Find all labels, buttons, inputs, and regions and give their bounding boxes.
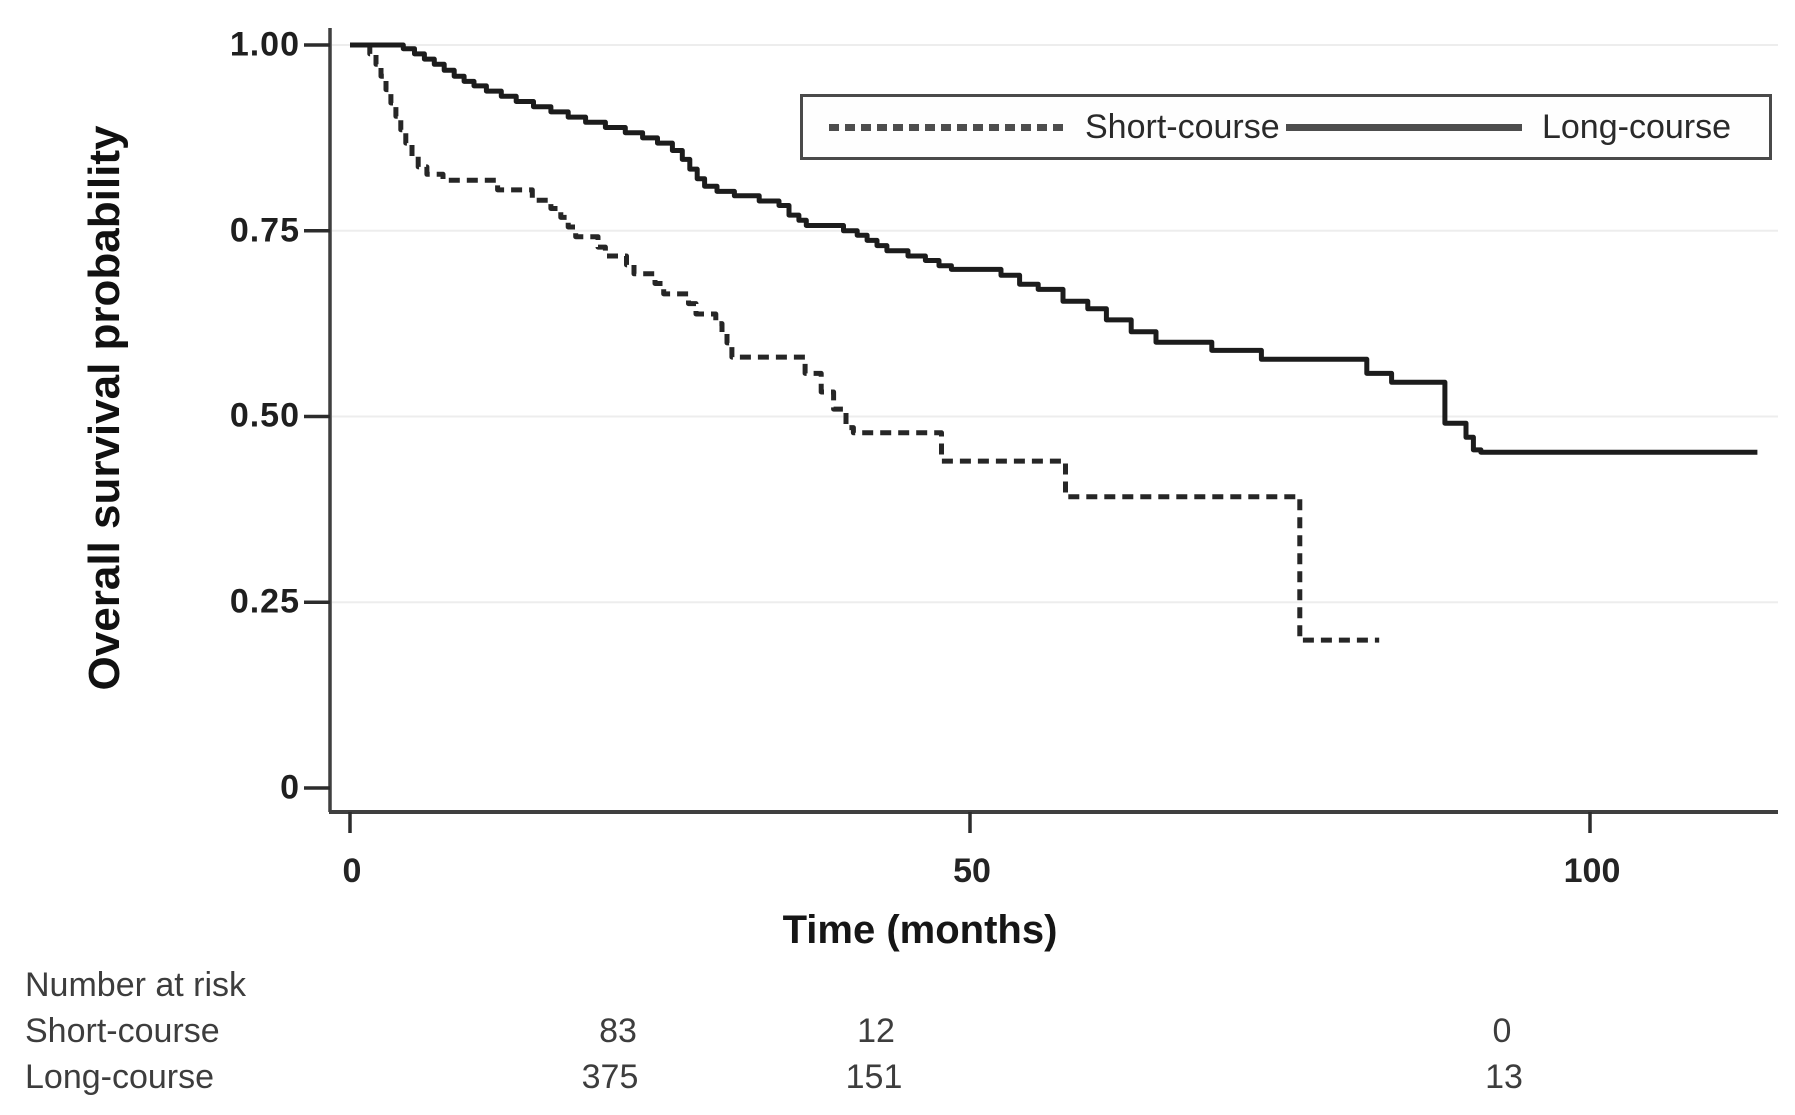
legend-item-short-course: Short-course bbox=[829, 108, 1280, 147]
x-tick-100: 100 bbox=[1563, 852, 1621, 890]
risk-count-lc-t50: 151 bbox=[845, 1058, 903, 1096]
x-tick-0: 0 bbox=[342, 852, 362, 890]
risk-table-title: Number at risk bbox=[25, 966, 247, 1004]
y-tick-0.25: 0.25 bbox=[229, 582, 300, 621]
risk-count-sc-t100: 0 bbox=[1492, 1012, 1512, 1050]
y-tick-0.50: 0.50 bbox=[229, 396, 300, 435]
legend-label-long-course: Long-course bbox=[1541, 107, 1731, 146]
y-axis-title: Overall survival probability bbox=[80, 125, 129, 691]
legend-item-long-course: Long-course bbox=[1285, 107, 1731, 147]
x-tick-50: 50 bbox=[953, 852, 991, 890]
risk-count-sc-t0: 83 bbox=[599, 1012, 637, 1050]
legend: Short-course Long-course bbox=[800, 94, 1772, 160]
risk-count-lc-t100: 13 bbox=[1485, 1058, 1523, 1096]
risk-row-label-long-course: Long-course bbox=[25, 1058, 215, 1096]
x-axis-title: Time (months) bbox=[782, 908, 1058, 952]
long-course-solid-line-swatch bbox=[1285, 123, 1522, 131]
y-tick-0.75: 0.75 bbox=[229, 211, 300, 250]
legend-label-short-course: Short-course bbox=[1085, 107, 1280, 146]
y-tick-1.00: 1.00 bbox=[229, 25, 300, 64]
risk-count-sc-t50: 12 bbox=[857, 1012, 895, 1050]
short-course-dashed-line-swatch bbox=[829, 123, 1065, 131]
risk-count-lc-t0: 375 bbox=[581, 1058, 639, 1096]
survival-curve-long-course bbox=[350, 42, 1758, 455]
risk-row-label-short-course: Short-course bbox=[25, 1012, 220, 1050]
survival-curve-short-course bbox=[350, 42, 1380, 643]
y-tick-0: 0 bbox=[280, 768, 300, 807]
